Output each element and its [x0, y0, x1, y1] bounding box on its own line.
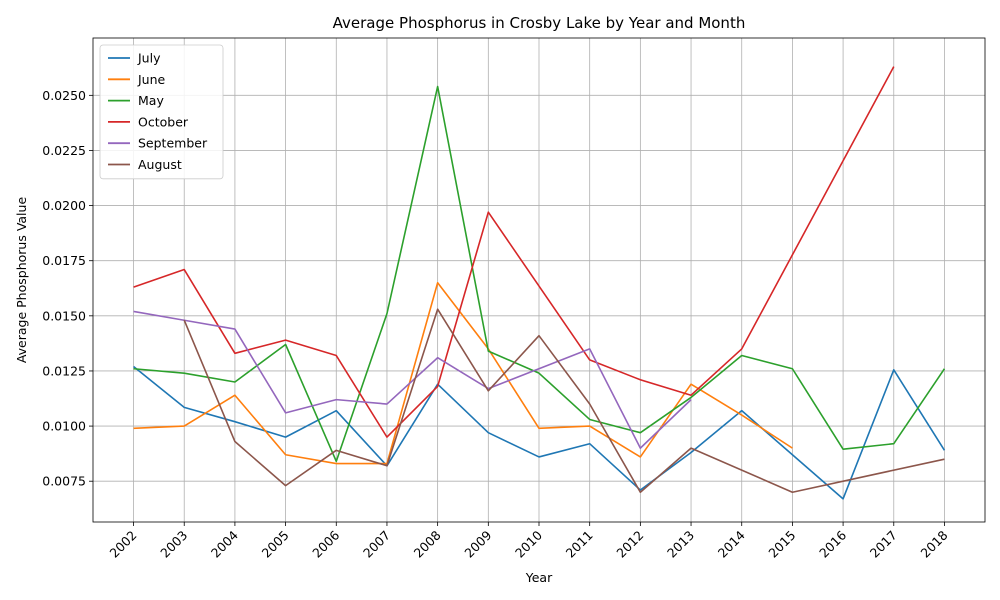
series-line-may: [133, 85, 946, 463]
y-tick-label: 0.0225: [42, 143, 86, 158]
y-tick-label: 0.0250: [42, 88, 86, 103]
series-line-october: [133, 66, 895, 438]
y-tick-label: 0.0150: [42, 308, 86, 323]
legend-label: August: [138, 157, 182, 172]
legend-box: [99, 44, 224, 180]
legend-label: October: [138, 114, 189, 129]
legend-label: June: [137, 72, 166, 87]
series-line-july: [133, 365, 946, 500]
series-line-june: [133, 281, 793, 465]
y-tick-label: 0.0175: [42, 253, 86, 268]
legend-label: September: [138, 136, 208, 151]
legend: July June May October September August: [99, 44, 224, 180]
y-tick-label: 0.0200: [42, 198, 86, 213]
legend-label: July: [137, 51, 161, 66]
series-line-september: [133, 310, 692, 449]
y-axis-label: Average Phosphorus Value: [14, 197, 29, 364]
y-tick-label: 0.0100: [42, 419, 86, 434]
x-axis-label: Year: [525, 570, 553, 585]
y-tick-label: 0.0075: [42, 474, 86, 489]
legend-label: May: [138, 93, 164, 108]
series-line-august: [183, 308, 945, 494]
y-tick-label: 0.0125: [42, 363, 86, 378]
series-lines: [133, 66, 946, 500]
chart-title: Average Phosphorus in Crosby Lake by Yea…: [333, 14, 746, 32]
